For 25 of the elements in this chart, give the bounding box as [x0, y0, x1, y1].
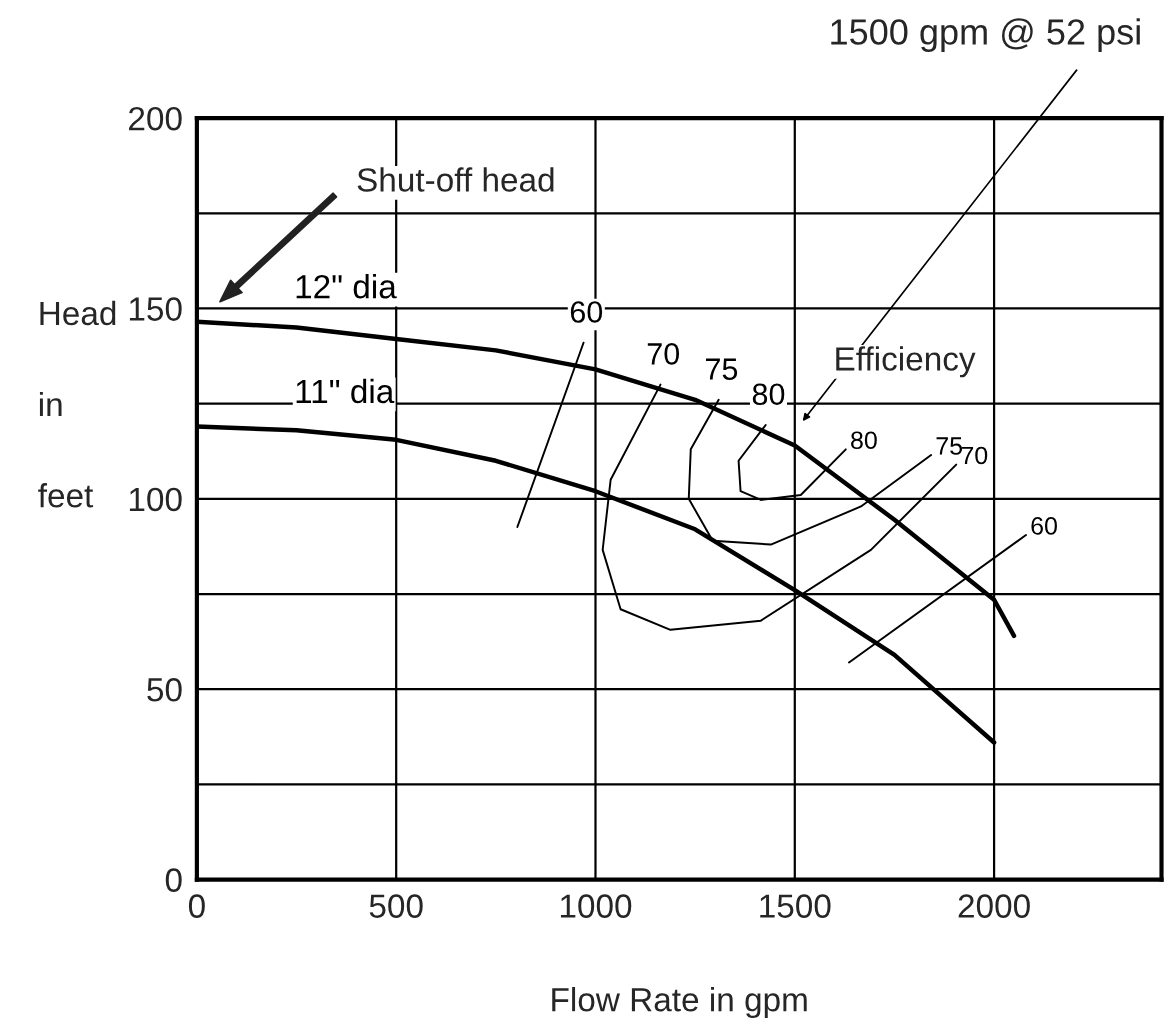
text: 1500 gpm @ 52 psi	[831, 18, 1140, 52]
x-tick-label: 1000	[560, 894, 632, 918]
series-label: 80	[851, 431, 877, 450]
x-axis-title: Flow Rate in gpm	[552, 987, 807, 1019]
x-tick-label: 1500	[760, 894, 831, 918]
series-label: 12" dia	[296, 274, 397, 299]
text: 75	[706, 358, 738, 380]
series-label: 60	[1031, 517, 1057, 535]
text: Head in feet	[38, 300, 116, 508]
y-tick-label: 200	[129, 106, 182, 131]
annotation: Shut-off head	[357, 167, 554, 192]
annotation: Efficiency	[836, 346, 976, 378]
text: 80	[752, 383, 785, 406]
y-tick-label: 50	[147, 678, 182, 702]
y-tick-label: 100	[129, 487, 182, 512]
series-label: 11" dia	[296, 378, 395, 404]
series-label: 60	[570, 301, 603, 323]
x-tick-label: 2000	[958, 894, 1030, 918]
series-label: 70	[961, 446, 988, 465]
x-tick-label: 500	[369, 894, 423, 918]
text: 70	[647, 343, 680, 365]
series-label: 75	[936, 437, 963, 455]
y-tick-label: 0	[165, 868, 182, 892]
y-tick-label: 150	[129, 297, 182, 321]
x-tick-label: 0	[188, 894, 205, 918]
